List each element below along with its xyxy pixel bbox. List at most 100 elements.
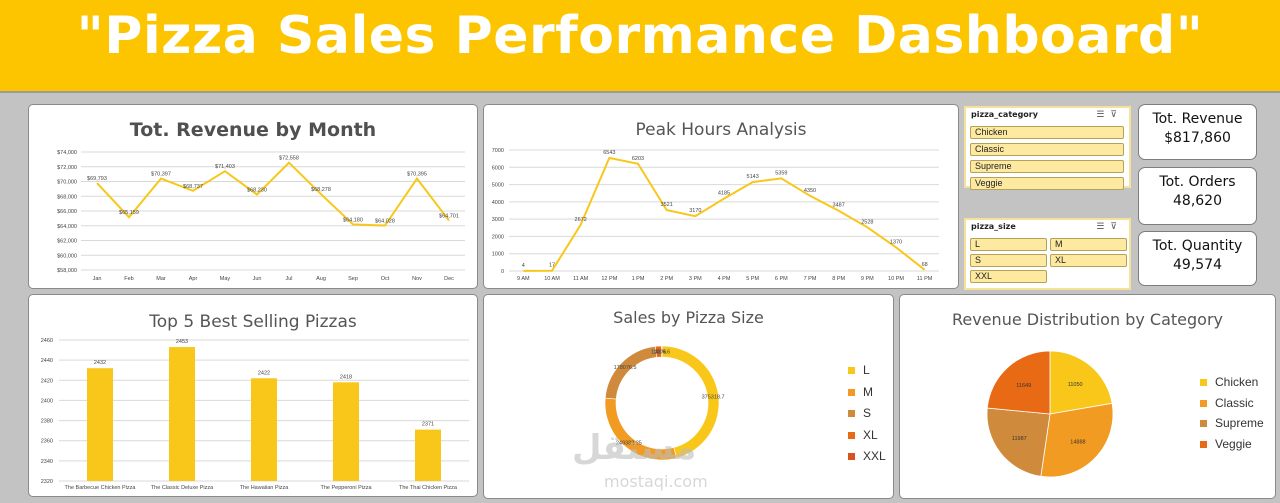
- legend-label: M: [863, 384, 873, 399]
- y-tick-label: $72,000: [57, 165, 77, 171]
- data-label: $72,558: [279, 156, 299, 162]
- slicer-item-s[interactable]: S: [970, 254, 1047, 267]
- kpi-total-revenue: Tot. Revenue $817,860: [1138, 104, 1257, 160]
- data-label: 1370: [890, 239, 902, 245]
- y-tick-label: 5000: [492, 183, 504, 189]
- data-label: $68,278: [311, 187, 331, 193]
- top5-pizzas-title: Top 5 Best Selling Pizzas: [149, 312, 357, 332]
- y-tick-label: $58,000: [57, 268, 77, 274]
- kpi-label: Tot. Quantity: [1152, 238, 1243, 254]
- x-tick-label: Dec: [444, 276, 454, 282]
- top5-pizzas-card: Top 5 Best Selling Pizzas 2320 2340 2360 23…: [28, 294, 478, 497]
- top5-pizzas-chart: 2320 2340 2360 2380 2400 2420 2440 2460 2432 The …: [41, 338, 469, 491]
- data-label: 11050: [1068, 382, 1083, 388]
- slicer-item-veggie[interactable]: Veggie: [970, 177, 1124, 190]
- header-banner: "Pizza Sales Performance Dashboard": [0, 0, 1280, 93]
- data-label: 2672: [575, 217, 587, 223]
- pizza-size-slicer: pizza_size ☰⊽ L M S XL XXL: [964, 218, 1131, 290]
- slicer-item-chicken[interactable]: Chicken: [970, 126, 1124, 139]
- legend-swatch: [848, 367, 855, 375]
- x-tick-label: 1 PM: [632, 276, 645, 282]
- y-tick-label: 2340: [41, 459, 53, 465]
- slicer-filter-icons[interactable]: ☰⊽: [1096, 221, 1123, 231]
- data-label: 5359: [775, 170, 787, 176]
- data-label: 1006.6: [653, 350, 670, 356]
- x-tick-label: 4 PM: [718, 276, 731, 282]
- data-label: 4185: [718, 191, 730, 197]
- x-tick-label: 3 PM: [689, 276, 702, 282]
- revenue-by-category-legend-item: Classic: [1200, 396, 1254, 410]
- kpi-total-quantity: Tot. Quantity 49,574: [1138, 231, 1257, 286]
- data-label: $64,028: [375, 219, 395, 225]
- legend-label: Veggie: [1215, 436, 1252, 451]
- pizza-size-slicer-title: pizza_size: [971, 222, 1016, 231]
- x-tick-label: 5 PM: [746, 276, 759, 282]
- legend-swatch: [848, 453, 855, 461]
- y-tick-label: 7000: [492, 148, 504, 154]
- x-tick-label: Jun: [253, 276, 262, 282]
- series-line: [523, 156, 926, 272]
- y-tick-label: $64,000: [57, 224, 77, 230]
- slicer-item-l[interactable]: L: [970, 238, 1047, 251]
- watermark-latin: mostaqi.com: [604, 472, 708, 491]
- sales-by-size-legend-item: S: [848, 406, 871, 420]
- peak-hours-card: Peak Hours Analysis 0 1000 2000 3000 4000 500…: [483, 104, 959, 289]
- data-label: 375318.7: [702, 394, 725, 400]
- slicer-filter-icons[interactable]: ☰⊽: [1096, 109, 1123, 119]
- x-tick-label: Sep: [348, 276, 358, 282]
- kpi-value: $817,860: [1164, 130, 1231, 146]
- y-tick-label: 2460: [41, 338, 53, 344]
- slicer-item-supreme[interactable]: Supreme: [970, 160, 1124, 173]
- y-tick-label: 2380: [41, 419, 53, 425]
- data-label: 11649: [1016, 383, 1031, 389]
- x-tick-label: 6 PM: [775, 276, 788, 282]
- data-label: 2371: [422, 422, 434, 428]
- kpi-value: 49,574: [1173, 257, 1222, 273]
- y-tick-label: 2420: [41, 378, 53, 384]
- revenue-by-month-title: Tot. Revenue by Month: [129, 119, 377, 141]
- y-tick-label: 2400: [41, 398, 53, 404]
- slicer-item-classic[interactable]: Classic: [970, 143, 1124, 156]
- kpi-value: 48,620: [1173, 193, 1222, 209]
- data-label: 249382.25: [616, 440, 642, 446]
- data-label: 68: [922, 262, 928, 268]
- x-tick-label: 9 AM: [517, 276, 530, 282]
- bar: [415, 429, 441, 481]
- data-label: $65,159: [119, 210, 139, 216]
- x-tick-label: 10 AM: [544, 276, 560, 282]
- data-label: $68,737: [183, 184, 203, 190]
- y-tick-label: $66,000: [57, 209, 77, 215]
- x-tick-label: 11 AM: [573, 276, 589, 282]
- slicer-item-xl[interactable]: XL: [1050, 254, 1127, 267]
- data-label: 4350: [804, 188, 816, 194]
- y-tick-label: $60,000: [57, 253, 77, 259]
- data-label: 14888: [1070, 439, 1085, 445]
- data-label: 5143: [747, 174, 759, 180]
- slicer-item-m[interactable]: M: [1050, 238, 1127, 251]
- revenue-by-category-legend-item: Chicken: [1200, 375, 1258, 389]
- y-tick-label: 3000: [492, 217, 504, 223]
- bar: [251, 378, 277, 481]
- data-label: 14076: [651, 350, 666, 356]
- legend-swatch: [848, 388, 855, 396]
- legend-swatch: [1200, 399, 1207, 407]
- legend-swatch: [848, 431, 855, 439]
- kpi-total-orders: Tot. Orders 48,620: [1138, 167, 1257, 225]
- data-label: 2453: [176, 339, 188, 345]
- bar: [333, 382, 359, 481]
- y-tick-label: $62,000: [57, 239, 77, 245]
- bar: [87, 368, 113, 481]
- pie-slice: [986, 350, 1051, 415]
- data-label: 3521: [661, 202, 673, 208]
- y-tick-label: 4000: [492, 200, 504, 206]
- y-tick-label: 2000: [492, 234, 504, 240]
- data-label: $70,395: [407, 172, 427, 178]
- dashboard-title: "Pizza Sales Performance Dashboard": [76, 6, 1204, 66]
- peak-hours-title: Peak Hours Analysis: [635, 120, 807, 140]
- data-label: 6203: [632, 156, 644, 162]
- slicer-item-xxl[interactable]: XXL: [970, 270, 1047, 283]
- y-tick-label: $70,000: [57, 180, 77, 186]
- y-tick-label: 1000: [492, 252, 504, 258]
- x-tick-label: 2 PM: [660, 276, 673, 282]
- x-tick-label: The Pepperoni Pizza: [320, 485, 372, 491]
